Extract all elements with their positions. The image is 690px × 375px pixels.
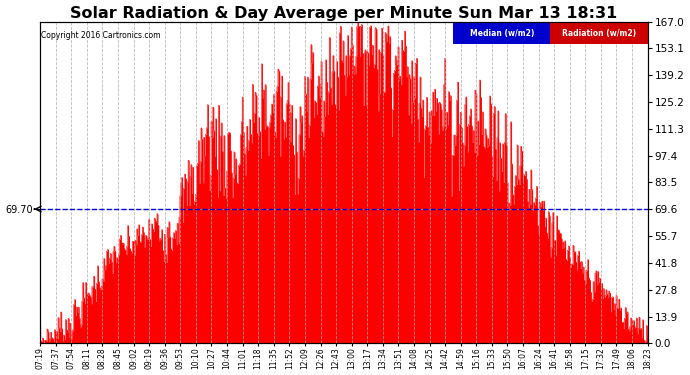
Text: Copyright 2016 Cartronics.com: Copyright 2016 Cartronics.com [41,32,161,40]
Title: Solar Radiation & Day Average per Minute Sun Mar 13 18:31: Solar Radiation & Day Average per Minute… [70,6,618,21]
